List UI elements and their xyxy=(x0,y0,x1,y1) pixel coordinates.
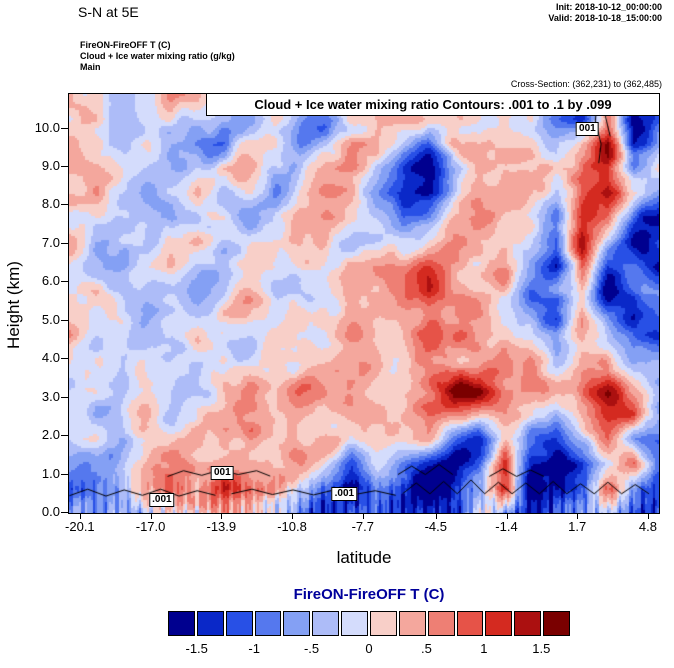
colorbar-cell xyxy=(225,611,253,636)
x-tick-label: 1.7 xyxy=(568,519,587,534)
x-tick-label: -10.8 xyxy=(277,519,307,534)
contour-value-label: .001 xyxy=(149,493,175,508)
init-valid-block: Init: 2018-10-12_00:00:00 Valid: 2018-10… xyxy=(548,2,662,24)
colorbar xyxy=(168,611,571,636)
x-tick-label: 4.8 xyxy=(638,519,657,534)
x-tick-mark xyxy=(647,513,649,519)
x-tick-label: -4.5 xyxy=(424,519,447,534)
x-tick-mark xyxy=(577,513,579,519)
colorbar-tick-label: 0 xyxy=(365,641,373,656)
colorbar-tick-label: 1.5 xyxy=(532,641,551,656)
colorbar-cell xyxy=(370,611,397,636)
page-title: S-N at 5E xyxy=(78,4,139,20)
contour-value-label: .001 xyxy=(331,486,358,501)
grid-name-label: Main xyxy=(80,62,101,72)
y-tick-label: 10.0 xyxy=(34,119,60,135)
colorbar-cell xyxy=(254,611,282,636)
temperature-field-canvas xyxy=(69,94,659,513)
x-axis-title: latitude xyxy=(336,548,392,567)
colorbar-cell xyxy=(283,611,311,636)
colorbar-tick-label: -1.5 xyxy=(185,641,208,656)
y-tick-label: 0.0 xyxy=(41,504,60,519)
y-tick-mark xyxy=(61,319,68,321)
x-tick-mark xyxy=(435,513,437,519)
colorbar-cell xyxy=(341,611,369,636)
x-tick-mark xyxy=(506,513,508,519)
colorbar-cell xyxy=(543,611,571,636)
cross-section-label: Cross-Section: (362,231) to (362,485) xyxy=(510,79,662,89)
y-tick-mark xyxy=(61,242,68,244)
x-tick-mark xyxy=(292,513,294,519)
y-tick-label: 7.0 xyxy=(41,234,60,250)
x-tick-label: -1.4 xyxy=(495,519,518,534)
contour-info-box: Cloud + Ice water mixing ratio Contours:… xyxy=(206,93,660,116)
colorbar-tick-label: -1 xyxy=(248,641,260,656)
field-info-block: FireON-FireOFF T (C) Cloud + Ice water m… xyxy=(80,40,235,73)
colorbar-tick-label: -.5 xyxy=(303,641,320,656)
y-tick-mark xyxy=(61,435,68,437)
colorbar-cell xyxy=(456,611,484,636)
contour-field-label: Cloud + Ice water mixing ratio (g/kg) xyxy=(80,51,235,61)
contour-value-label: 001 xyxy=(576,121,599,136)
x-tick-label: -20.1 xyxy=(65,519,95,534)
plot-area: .001 001 .001 001 Cloud + Ice water mixing … xyxy=(68,93,660,514)
valid-timestamp: Valid: 2018-10-18_15:00:00 xyxy=(548,13,662,23)
y-tick-label: 1.0 xyxy=(41,465,60,481)
x-tick-mark xyxy=(362,513,364,519)
colorbar-cell xyxy=(485,611,513,636)
colorbar-cell xyxy=(312,611,340,636)
colorbar-cell xyxy=(168,611,195,636)
colorbar-tick-label: 1 xyxy=(480,641,488,656)
y-tick-mark xyxy=(61,358,68,360)
y-tick-mark xyxy=(61,512,68,513)
contour-labels-layer: .001 001 .001 001 xyxy=(69,94,659,513)
x-tick-mark xyxy=(79,513,81,519)
y-tick-mark xyxy=(61,281,68,283)
y-tick-label: 4.0 xyxy=(41,350,60,366)
shaded-field-label: FireON-FireOFF T (C) xyxy=(80,40,171,50)
x-tick-mark xyxy=(221,513,223,519)
colorbar-cell xyxy=(427,611,455,636)
x-tick-label: -17.0 xyxy=(135,519,166,534)
colorbar-cell xyxy=(514,611,542,636)
colorbar-tick-label: .5 xyxy=(421,641,432,656)
y-tick-mark xyxy=(61,127,68,129)
y-tick-label: 5.0 xyxy=(41,311,60,327)
y-tick-label: 9.0 xyxy=(41,158,60,174)
y-tick-mark xyxy=(61,204,68,206)
x-tick-label: -13.9 xyxy=(206,519,237,534)
x-tick-mark xyxy=(150,513,152,519)
y-tick-label: 2.0 xyxy=(41,427,60,443)
y-tick-mark xyxy=(61,396,68,398)
colorbar-cell xyxy=(196,611,224,636)
contour-value-label: 001 xyxy=(210,465,234,480)
colorbar-title: FireON-FireOFF T (C) xyxy=(293,586,445,603)
y-tick-mark xyxy=(61,166,68,168)
colorbar-cell xyxy=(398,611,426,636)
y-tick-mark xyxy=(61,473,68,475)
y-tick-label: 8.0 xyxy=(41,196,60,212)
x-tick-label: -7.7 xyxy=(351,519,374,534)
init-timestamp: Init: 2018-10-12_00:00:00 xyxy=(555,2,662,12)
y-tick-label: 6.0 xyxy=(41,273,60,289)
y-tick-label: 3.0 xyxy=(41,388,60,404)
